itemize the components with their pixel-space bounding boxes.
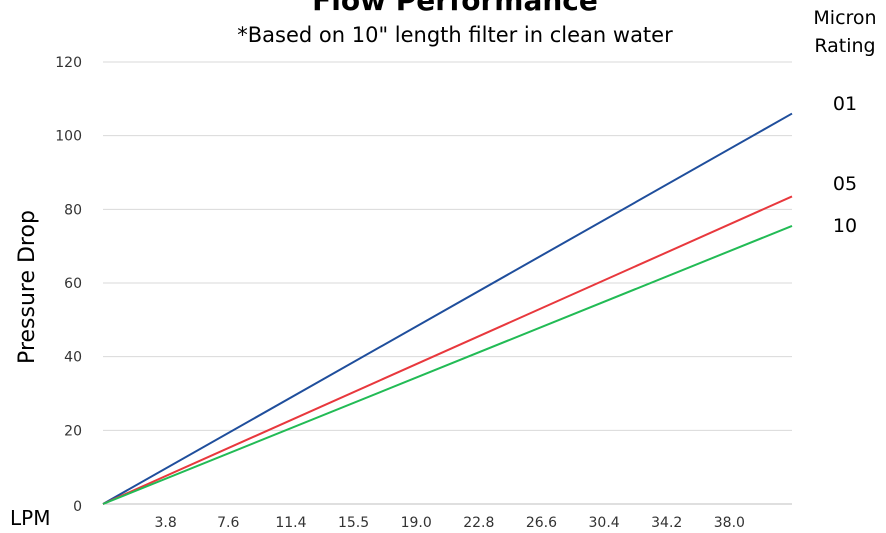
- x-tick-label: 34.2: [651, 515, 682, 531]
- x-axis-label: LPM: [10, 506, 50, 530]
- y-tick-label: 100: [55, 129, 82, 145]
- legend-title-line1: Micron: [813, 7, 876, 29]
- y-tick-label: 40: [64, 350, 82, 366]
- y-tick-label: 20: [64, 423, 82, 439]
- x-tick-label: 30.4: [589, 515, 620, 531]
- y-axis-label: Pressure Drop: [15, 210, 40, 364]
- x-axis-ticks: 3.8 7.6 11.4 15.5 19.0 22.8 26.6 30.4 34.2 38.0: [155, 515, 745, 531]
- series-labels: 01 05 10: [833, 93, 857, 237]
- x-tick-label: 3.8: [155, 515, 177, 531]
- y-axis-ticks: 20 40 60 80 100 120: [55, 55, 82, 439]
- series-label-10: 10: [833, 215, 857, 237]
- series-lines: [102, 112, 793, 505]
- y-tick-label: 60: [64, 276, 82, 292]
- x-tick-label: 15.5: [338, 515, 369, 531]
- x-tick-label: 26.6: [526, 515, 557, 531]
- series-line-01: [102, 112, 793, 505]
- series-label-05: 05: [833, 173, 857, 195]
- series-label-01: 01: [833, 93, 857, 115]
- y-tick-label: 120: [55, 55, 82, 71]
- chart-title: Flow Performance: [312, 0, 598, 17]
- y-tick-label: 80: [64, 202, 82, 218]
- series-line-05: [102, 195, 793, 505]
- y-origin-label: 0: [73, 499, 82, 515]
- x-tick-label: 19.0: [401, 515, 432, 531]
- series-line-10: [102, 224, 793, 505]
- gridlines: [103, 61, 792, 505]
- legend-title-line2: Rating: [814, 35, 875, 57]
- x-tick-label: 22.8: [463, 515, 494, 531]
- chart-subtitle: *Based on 10" length filter in clean wat…: [237, 23, 673, 47]
- x-tick-label: 7.6: [217, 515, 239, 531]
- x-tick-label: 38.0: [714, 515, 745, 531]
- x-tick-label: 11.4: [275, 515, 306, 531]
